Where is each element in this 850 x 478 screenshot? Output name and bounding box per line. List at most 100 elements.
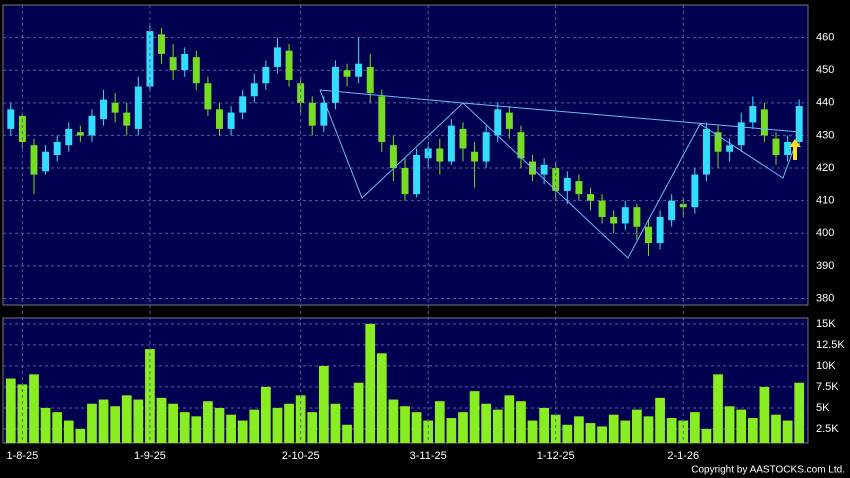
y-tick-label: 390	[816, 260, 834, 272]
candle-body	[772, 138, 780, 155]
y-tick-label: 12.5K	[816, 339, 845, 351]
volume-bar	[226, 414, 236, 443]
volume-bar	[133, 399, 144, 443]
price-panel	[2, 4, 809, 306]
candle-body	[505, 112, 513, 129]
candle-body	[273, 47, 281, 67]
volume-bar	[63, 420, 74, 443]
y-tick-label: 15K	[816, 318, 836, 330]
volume-bar	[562, 424, 573, 443]
volume-bar	[318, 365, 329, 443]
candle-body	[702, 128, 710, 175]
volume-bar	[214, 407, 225, 443]
candle-body	[123, 112, 131, 126]
volume-bar	[608, 414, 619, 443]
candle-body	[575, 181, 583, 195]
candle-body	[494, 109, 502, 136]
y-tick-label: 430	[816, 129, 834, 141]
volume-bar	[689, 412, 700, 443]
candle-body	[204, 83, 212, 110]
x-tick-label: 2-1-26	[667, 450, 699, 462]
y-tick-label: 5K	[816, 402, 830, 414]
volume-bar	[794, 382, 805, 443]
y-tick-label: 7.5K	[816, 381, 839, 393]
candle-body	[320, 102, 328, 126]
y-tick-label: 2.5K	[816, 423, 839, 435]
volume-bar	[191, 416, 202, 443]
candle-body	[30, 145, 38, 175]
volume-bar	[400, 406, 410, 443]
candle-body	[158, 34, 165, 54]
volume-bar	[574, 416, 584, 443]
volume-bar	[121, 395, 132, 443]
candle-body	[100, 99, 108, 120]
volume-bar	[643, 416, 654, 443]
candle-body	[656, 216, 664, 244]
x-tick-label: 3-11-25	[410, 450, 447, 462]
candle-body	[146, 31, 154, 87]
candle-body	[308, 102, 316, 126]
candle-body	[598, 200, 606, 217]
candle-body	[227, 112, 235, 129]
x-tick-label: 1-8-25	[6, 450, 38, 462]
candle-body	[459, 128, 467, 149]
volume-bar	[481, 403, 492, 443]
x-tick-label: 1-12-25	[537, 450, 575, 462]
candle-body	[343, 70, 351, 77]
volume-bar	[156, 397, 167, 443]
volume-bar	[469, 391, 480, 443]
candle-body	[111, 102, 119, 113]
volume-bar	[492, 409, 503, 443]
candle-body	[447, 125, 455, 162]
volume-bar	[620, 420, 631, 443]
candle-body	[239, 96, 247, 113]
candle-body	[540, 164, 548, 175]
candle-body	[737, 122, 745, 146]
candle-body	[413, 155, 421, 195]
volume-bar	[458, 412, 468, 443]
volume-bar	[550, 414, 561, 443]
volume-bar	[284, 403, 294, 443]
candle-body	[471, 151, 479, 162]
volume-bar	[666, 418, 677, 443]
volume-bar	[701, 428, 712, 443]
x-tick-label: 1-9-25	[134, 450, 166, 462]
volume-bar	[203, 401, 213, 443]
candle-body	[389, 145, 397, 169]
candle-body	[668, 200, 676, 221]
y-tick-label: 440	[816, 97, 834, 109]
volume-bar	[411, 412, 422, 443]
candle-body	[691, 174, 699, 208]
y-tick-label: 450	[816, 64, 834, 76]
candle-body	[587, 194, 594, 201]
volume-bar	[75, 428, 86, 443]
candle-body	[169, 57, 177, 71]
volume-bar	[168, 403, 178, 443]
candle-body	[65, 128, 73, 146]
volume-bar	[782, 420, 793, 443]
volume-bar	[632, 409, 642, 443]
candle-body	[633, 207, 641, 227]
signal-arrow	[789, 139, 801, 160]
candle-body	[401, 168, 409, 195]
volume-bar	[724, 406, 735, 443]
candle-body	[726, 145, 734, 152]
candle-body	[784, 141, 792, 155]
volume-bar	[539, 407, 549, 443]
volume-bar	[98, 399, 109, 443]
volume-bar	[597, 426, 607, 443]
candle-body	[262, 66, 270, 84]
volume-bar	[342, 424, 352, 443]
volume-bar	[504, 395, 515, 443]
candle-body	[760, 109, 768, 136]
y-tick-label: 10K	[816, 360, 836, 372]
volume-bar	[272, 407, 283, 443]
volume-bar	[29, 374, 39, 443]
volume-bar	[353, 382, 364, 443]
volume-bar	[52, 412, 63, 443]
copyright: Copyright by AASTOCKS.com Ltd.	[691, 465, 845, 476]
volume-bar	[655, 397, 665, 443]
candle-body	[216, 109, 223, 129]
candle-body	[563, 177, 571, 191]
candle-body	[714, 132, 722, 152]
